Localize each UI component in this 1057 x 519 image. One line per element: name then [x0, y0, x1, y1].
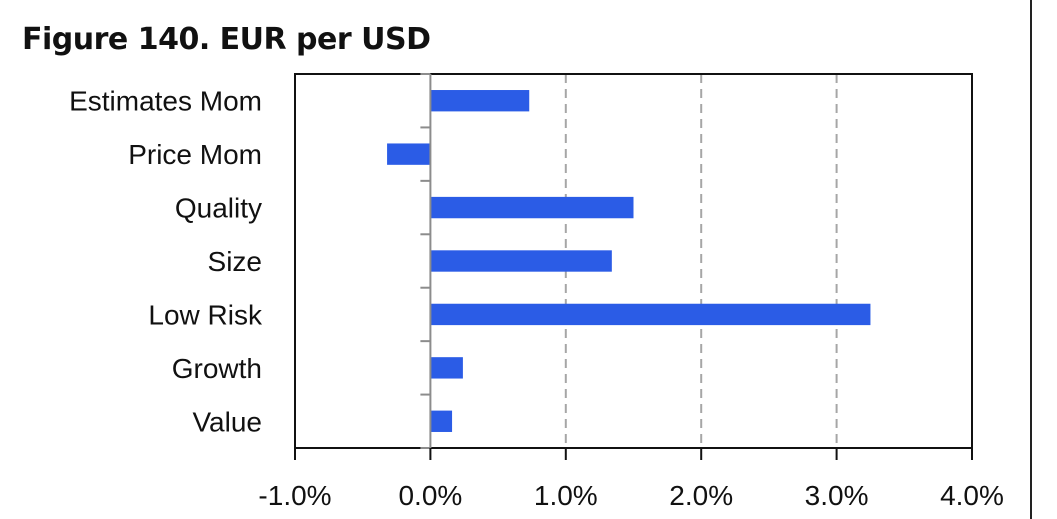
category-label-value: Value	[192, 406, 262, 437]
bar-value	[430, 410, 453, 432]
bar-price-mom	[387, 143, 431, 165]
category-label-estimates-mom: Estimates Mom	[69, 86, 262, 117]
category-label-low-risk: Low Risk	[148, 299, 263, 330]
category-label-quality: Quality	[175, 193, 262, 224]
bar-growth	[430, 357, 463, 379]
x-tick-label-5: 4.0%	[940, 480, 1004, 511]
figure-title: Figure 140. EUR per USD	[22, 22, 431, 57]
x-tick-label-0: -1.0%	[258, 480, 331, 511]
bar-size	[430, 250, 612, 272]
x-tick-label-4: 3.0%	[805, 480, 869, 511]
category-label-price-mom: Price Mom	[128, 139, 262, 170]
x-tick-label-3: 2.0%	[669, 480, 733, 511]
plot-area-frame	[294, 73, 973, 449]
x-tick-label-2: 1.0%	[534, 480, 598, 511]
bar-quality	[430, 196, 634, 219]
bars	[387, 90, 871, 432]
x-tick-labels: -1.0% 0.0% 1.0% 2.0% 3.0% 4.0%	[258, 480, 1003, 511]
axes	[294, 73, 973, 460]
bar-estimates-mom	[430, 90, 530, 112]
bar-low-risk	[430, 303, 871, 326]
page-border-right	[1030, 0, 1032, 519]
category-label-size: Size	[208, 246, 262, 277]
category-label-growth: Growth	[172, 353, 262, 384]
category-labels: Estimates Mom Price Mom Quality Size Low Ris…	[69, 86, 263, 438]
x-tick-label-1: 0.0%	[398, 480, 462, 511]
